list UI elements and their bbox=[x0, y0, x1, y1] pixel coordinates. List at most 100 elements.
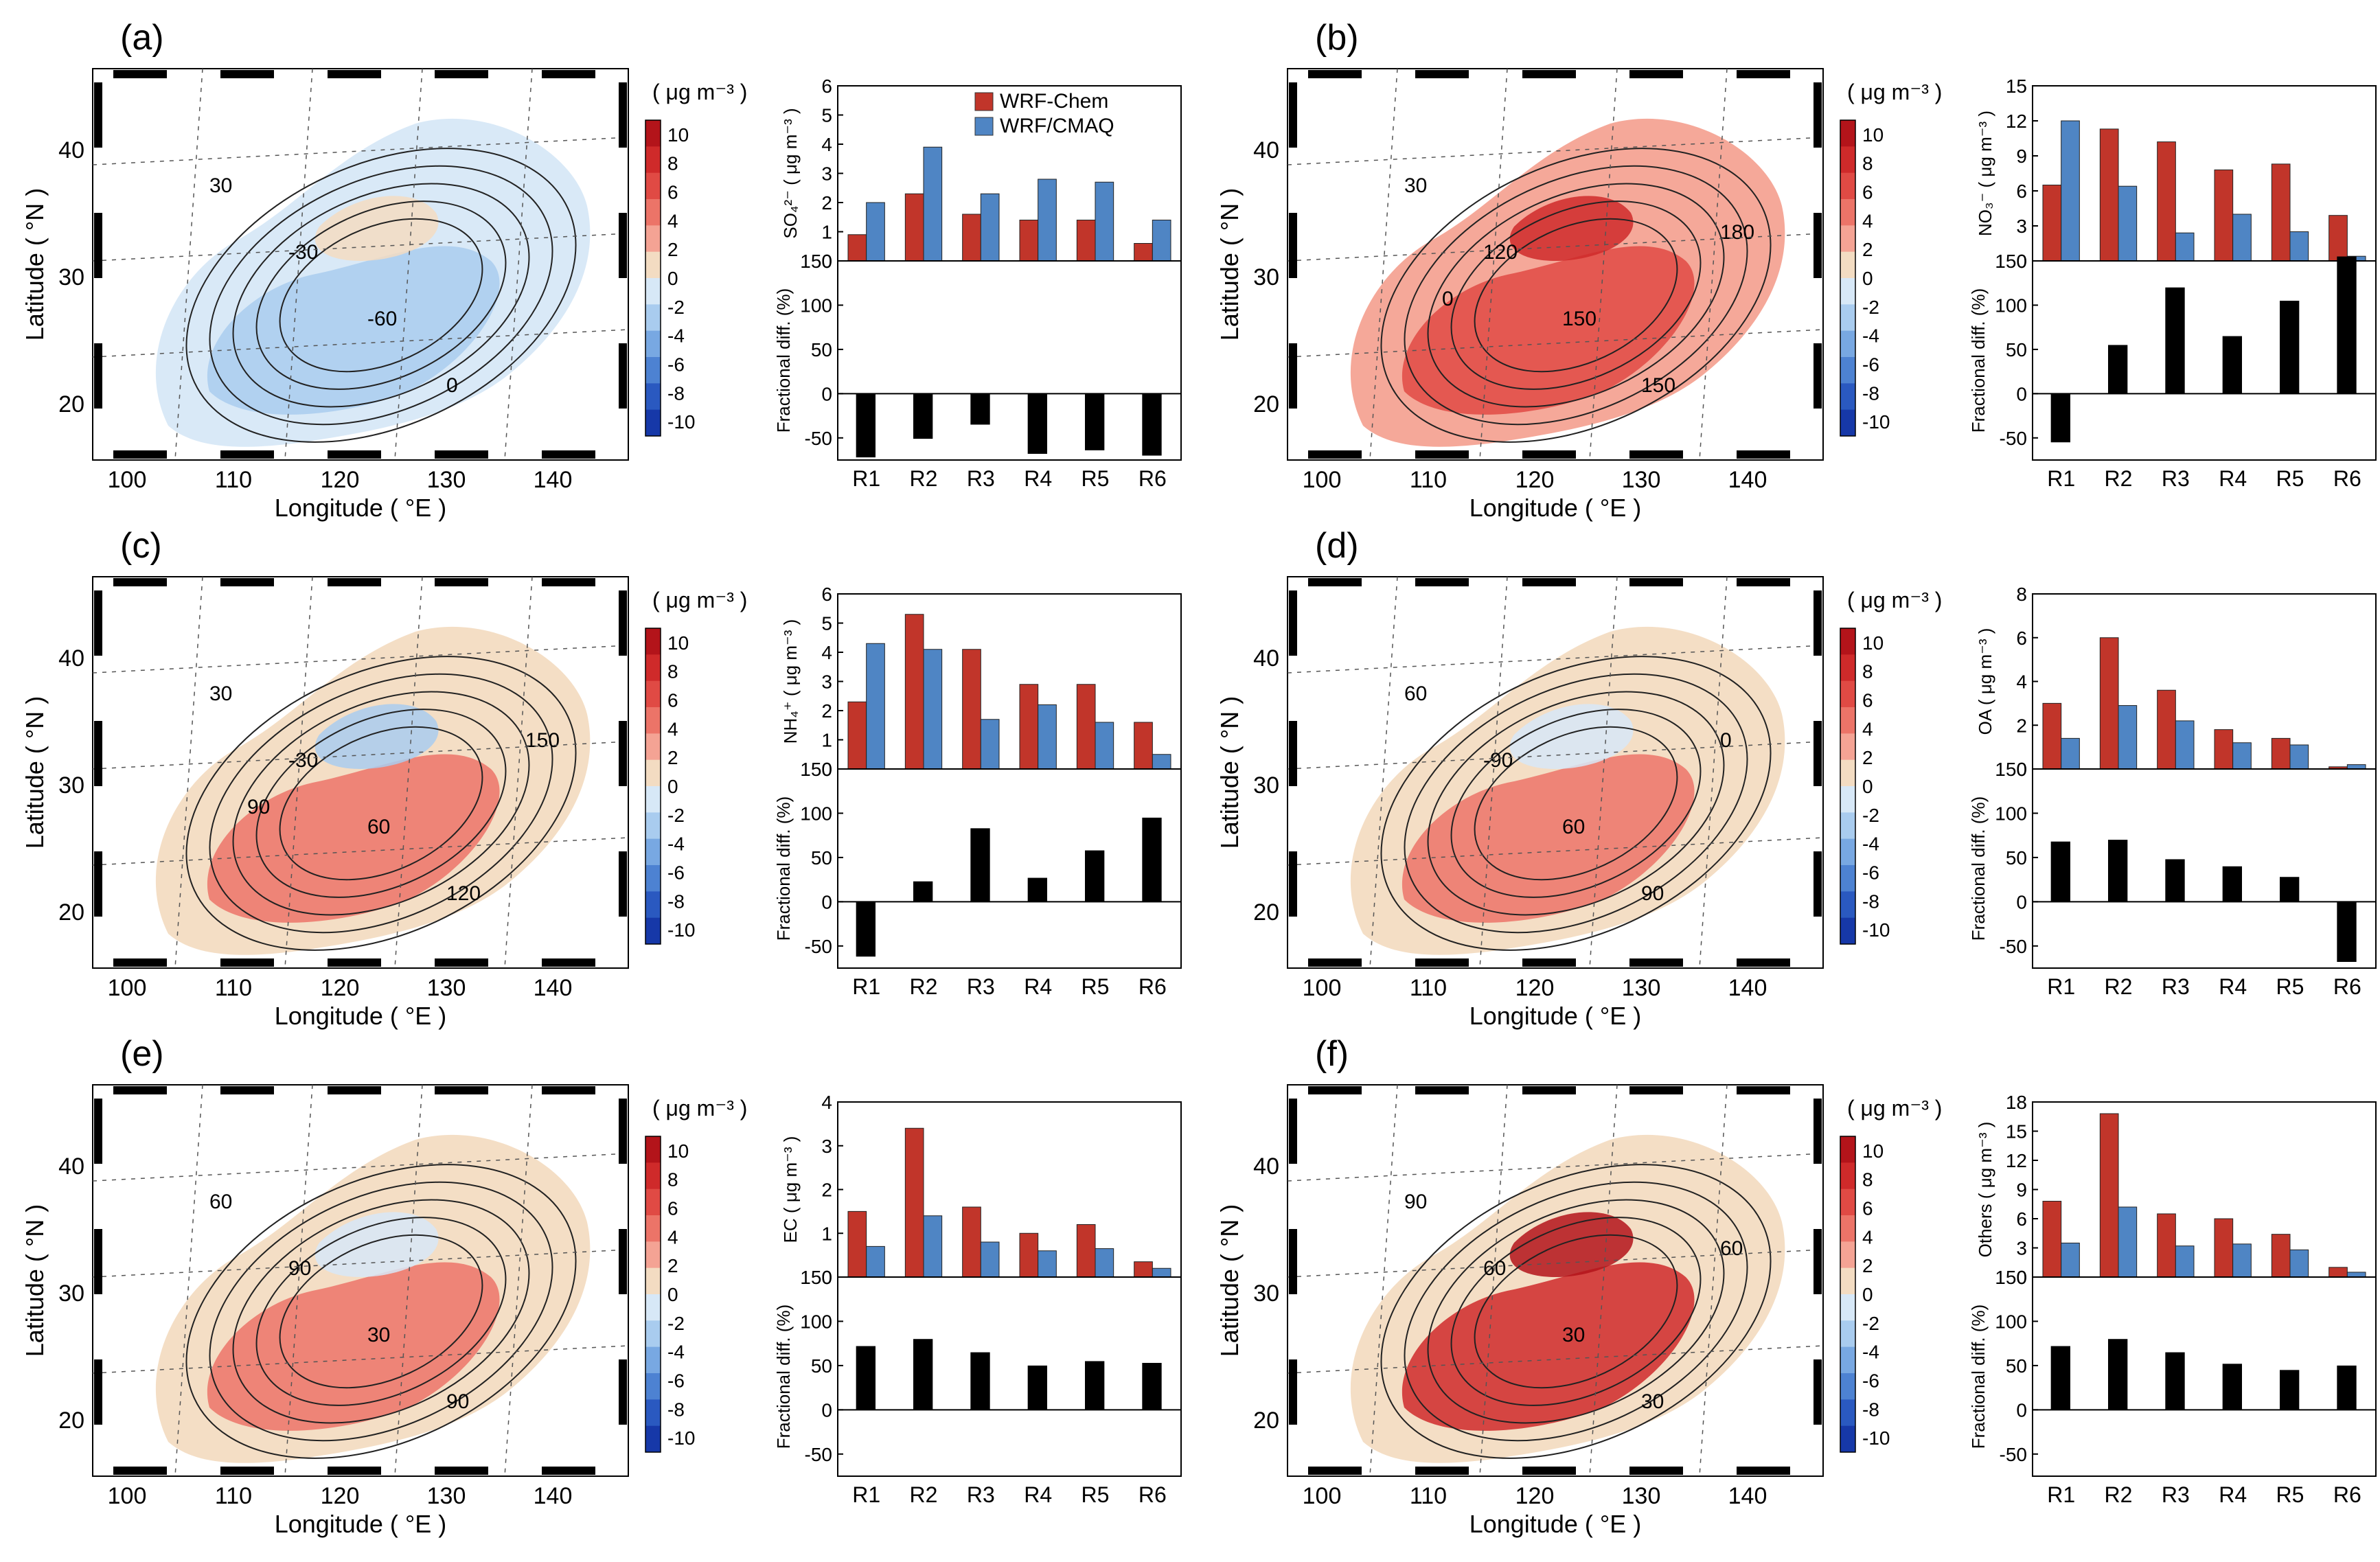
colorbar-swatch bbox=[1840, 654, 1855, 682]
colorbar-tick: 6 bbox=[667, 1198, 678, 1219]
bar-wrf-chem bbox=[1134, 243, 1153, 262]
map: 30 -30 60 120 150 90 100 110 120 130 140 20 30 40 Long… bbox=[21, 576, 629, 1030]
colorbar: ( μg m⁻³ ) 10 8 6 4 2 0 -2 -4 -6 -8 -10 bbox=[645, 80, 747, 437]
frame-bar bbox=[1737, 70, 1790, 78]
fractional-label: Fractional diff. (%) bbox=[1968, 288, 1989, 433]
colorbar-swatch bbox=[645, 1373, 661, 1400]
bar-ytick: 2 bbox=[821, 192, 832, 214]
contour-line bbox=[1380, 1164, 1772, 1459]
colorbar: ( μg m⁻³ ) 10 8 6 4 2 0 -2 -4 -6 -8 -10 bbox=[1840, 80, 1942, 437]
colorbar-frame bbox=[1840, 628, 1856, 945]
fractional-ytick: -50 bbox=[2000, 936, 2027, 957]
bar-wrf-chem bbox=[904, 614, 924, 770]
bar-ytick: 5 bbox=[821, 613, 832, 634]
colorbar-swatch bbox=[1840, 357, 1855, 384]
map-ytick: 30 bbox=[1253, 772, 1279, 799]
colorbar-tick: -4 bbox=[1862, 1342, 1879, 1363]
species-label: Others ( μg m⁻³ ) bbox=[1975, 1122, 1995, 1258]
colorbar-frame bbox=[645, 119, 661, 437]
frame-bar bbox=[113, 70, 167, 78]
colorbar-swatch bbox=[645, 865, 661, 892]
map-ytick: 30 bbox=[1253, 1280, 1279, 1307]
fractional-bar bbox=[1142, 393, 1162, 456]
fractional-bar bbox=[1142, 1363, 1162, 1410]
colorbar-tick: 10 bbox=[667, 124, 689, 146]
fractional-bar bbox=[2108, 1339, 2128, 1410]
colorbar-swatch bbox=[645, 199, 661, 226]
fractional-bar bbox=[1142, 817, 1162, 902]
category-label: R4 bbox=[1024, 974, 1052, 999]
graticule-line bbox=[1479, 68, 1508, 461]
contour-line bbox=[1427, 691, 1725, 916]
map: 30 -30 -60 0 100 110 120 130 140 20 30 40 Longitude … bbox=[21, 68, 629, 522]
frame-bar bbox=[113, 1086, 167, 1094]
contour-label: 30 bbox=[1404, 174, 1427, 197]
colorbar-tick: 0 bbox=[1862, 776, 1873, 797]
bar-frame bbox=[2032, 85, 2377, 262]
colorbar-swatch bbox=[645, 680, 661, 708]
fractional-bar bbox=[913, 1339, 933, 1410]
frame-bar bbox=[94, 82, 102, 148]
fractional-bar bbox=[1085, 393, 1105, 450]
category-label: R1 bbox=[852, 1482, 880, 1507]
contour-line bbox=[279, 218, 483, 373]
graticule-line bbox=[1589, 576, 1618, 969]
fractional-frame bbox=[837, 260, 1182, 461]
colorbar-swatch bbox=[1840, 865, 1855, 892]
map-xtick: 100 bbox=[1303, 975, 1342, 1001]
colorbar-tick: -8 bbox=[667, 382, 685, 404]
map-field-spot bbox=[314, 704, 439, 769]
graticule-line bbox=[174, 68, 203, 461]
map-ytick: 30 bbox=[1253, 264, 1279, 290]
frame-bar bbox=[1813, 343, 1822, 409]
frame-bar bbox=[542, 1086, 595, 1094]
species-label: NH₄⁺ ( μg m⁻³ ) bbox=[780, 619, 801, 744]
bar-ytick: 15 bbox=[2006, 76, 2027, 97]
frame-bar bbox=[619, 343, 627, 409]
map-xtick: 100 bbox=[1303, 1483, 1342, 1509]
graticule-line bbox=[92, 1345, 629, 1374]
fractional-bar bbox=[1027, 393, 1047, 454]
fractional-label: Fractional diff. (%) bbox=[1968, 796, 1989, 941]
colorbar-tick: -2 bbox=[1862, 297, 1879, 318]
bar-wrf-chem bbox=[2271, 737, 2291, 770]
colorbar-swatch bbox=[645, 1162, 661, 1190]
fractional-ytick: 0 bbox=[821, 891, 832, 912]
bar-wrf-chem bbox=[962, 649, 981, 770]
frame-bar bbox=[542, 1467, 595, 1475]
map-ytick: 40 bbox=[1253, 137, 1279, 163]
contour-line bbox=[1450, 1217, 1702, 1406]
contour-label: 150 bbox=[1562, 308, 1597, 330]
fractional-ytick: 150 bbox=[800, 759, 832, 780]
colorbar-frame bbox=[1840, 119, 1856, 437]
graticule-line bbox=[1287, 1153, 1824, 1182]
contour-line bbox=[255, 709, 507, 898]
map-xtick: 120 bbox=[1515, 467, 1555, 493]
bar-frame bbox=[2032, 593, 2377, 770]
colorbar-swatch bbox=[645, 838, 661, 866]
contour-label: 30 bbox=[209, 682, 232, 705]
frame-bar bbox=[220, 450, 274, 459]
colorbar-swatch bbox=[1840, 278, 1855, 305]
frame-bar bbox=[220, 1086, 274, 1094]
fractional-bar bbox=[2050, 1346, 2070, 1410]
contour-label: 0 bbox=[446, 374, 458, 397]
graticule-line bbox=[284, 1084, 313, 1477]
colorbar-tick: 2 bbox=[1862, 1255, 1873, 1276]
bar-ytick: 2 bbox=[2016, 715, 2027, 736]
contour-line bbox=[209, 1181, 553, 1442]
colorbar-swatch bbox=[1840, 628, 1855, 655]
map-ytick: 40 bbox=[58, 1153, 84, 1180]
fractional-ytick: 0 bbox=[2016, 1399, 2027, 1421]
map-ytick: 40 bbox=[1253, 1153, 1279, 1180]
bar-wrf-cmaq bbox=[2175, 232, 2195, 262]
bar-wrf-chem bbox=[1134, 1261, 1153, 1278]
bar-wrf-chem bbox=[847, 1210, 867, 1278]
frame-bar bbox=[1289, 213, 1297, 278]
bar-wrf-cmaq bbox=[2289, 744, 2309, 770]
colorbar-swatch bbox=[1840, 1241, 1855, 1269]
fractional-bar bbox=[2108, 840, 2128, 902]
colorbar-swatch bbox=[645, 251, 661, 279]
fractional-frame bbox=[2032, 1276, 2377, 1477]
frame-bar bbox=[435, 450, 488, 459]
